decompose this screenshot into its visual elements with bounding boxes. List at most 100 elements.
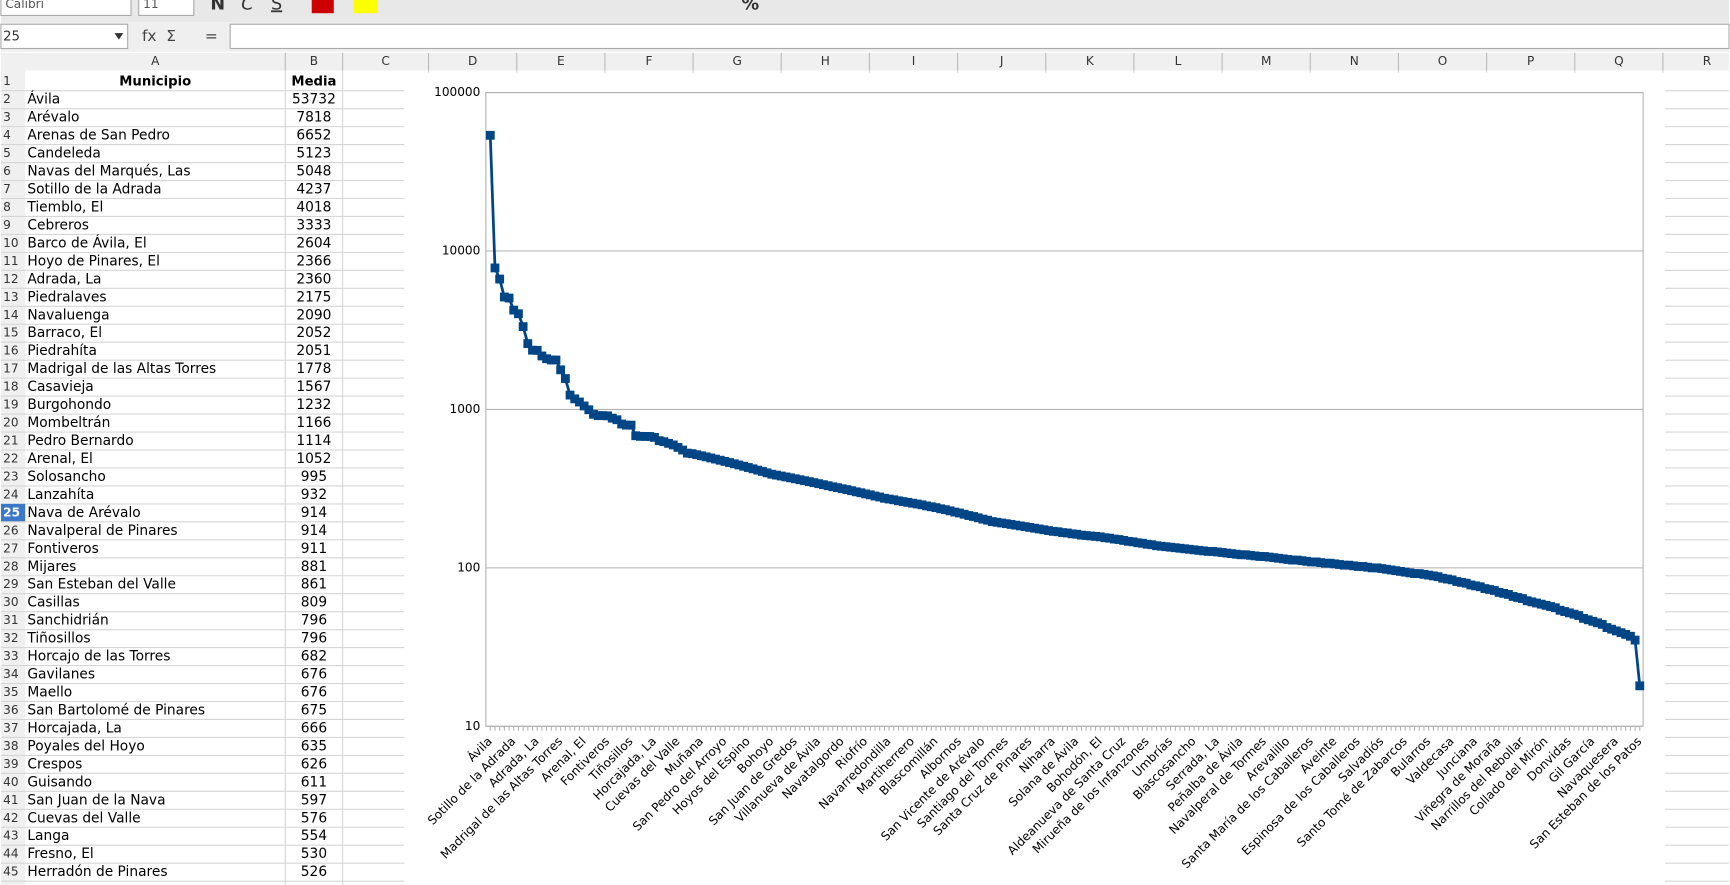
font-color-button[interactable] bbox=[311, 0, 334, 14]
municipio-cell: Casillas bbox=[27, 595, 79, 611]
data-marker bbox=[978, 514, 988, 524]
column-header: R bbox=[1703, 54, 1712, 68]
formula-input[interactable] bbox=[229, 23, 1730, 50]
media-cell: 932 bbox=[301, 487, 327, 503]
data-marker bbox=[687, 449, 697, 459]
row-header: 38 bbox=[3, 739, 18, 753]
data-marker bbox=[851, 487, 861, 497]
data-marker bbox=[1344, 560, 1354, 570]
data-marker bbox=[898, 497, 908, 507]
data-marker bbox=[645, 432, 655, 441]
data-marker bbox=[1062, 528, 1072, 538]
data-marker bbox=[1607, 624, 1617, 634]
data-marker bbox=[1006, 520, 1016, 529]
data-marker bbox=[664, 438, 673, 448]
media-cell: 4018 bbox=[296, 199, 331, 215]
data-marker bbox=[1611, 626, 1621, 636]
font-size-box[interactable] bbox=[138, 0, 195, 16]
highlight-button[interactable] bbox=[353, 0, 378, 14]
data-marker bbox=[1396, 566, 1405, 576]
underline-button[interactable]: S bbox=[271, 0, 282, 14]
data-marker bbox=[762, 468, 772, 478]
italic-button[interactable]: C bbox=[241, 0, 254, 14]
data-marker bbox=[1593, 618, 1602, 628]
data-marker bbox=[1452, 577, 1462, 586]
data-marker bbox=[1217, 548, 1227, 557]
data-marker bbox=[856, 488, 866, 498]
data-marker bbox=[1175, 543, 1185, 553]
municipio-cell: Sotillo de la Adrada bbox=[27, 182, 161, 198]
data-marker bbox=[1208, 547, 1218, 556]
municipio-cell: Madrigal de las Altas Torres bbox=[27, 361, 216, 377]
column-header: F bbox=[646, 54, 653, 68]
percent-button[interactable]: % bbox=[742, 0, 760, 14]
row-header: 25 bbox=[3, 505, 20, 519]
column-header: C bbox=[381, 54, 389, 68]
municipio-cell: Crespos bbox=[27, 756, 82, 772]
row-header: 21 bbox=[3, 434, 18, 448]
data-marker bbox=[1325, 558, 1335, 568]
data-marker bbox=[1377, 564, 1387, 573]
data-marker bbox=[903, 497, 913, 507]
data-marker bbox=[495, 274, 505, 284]
data-marker bbox=[847, 486, 856, 496]
data-marker bbox=[617, 419, 627, 429]
column-header: B bbox=[310, 54, 318, 68]
municipio-cell: Piedralaves bbox=[27, 289, 106, 305]
municipio-cell: Mijares bbox=[27, 559, 76, 575]
municipio-cell: Casavieja bbox=[27, 379, 93, 395]
data-marker bbox=[1133, 538, 1143, 548]
media-cell: 635 bbox=[301, 738, 327, 754]
function-wizard[interactable]: fx bbox=[142, 27, 157, 45]
data-marker bbox=[1330, 559, 1340, 569]
media-cell: 796 bbox=[301, 631, 327, 647]
data-marker bbox=[781, 472, 791, 482]
bold-button[interactable]: N bbox=[210, 0, 225, 14]
column-header: H bbox=[821, 54, 830, 68]
data-marker bbox=[1156, 541, 1166, 551]
table-header: Media bbox=[291, 75, 336, 90]
data-marker bbox=[1184, 544, 1194, 554]
data-marker bbox=[1508, 592, 1518, 601]
media-cell: 6652 bbox=[296, 128, 331, 144]
data-marker bbox=[1550, 603, 1560, 613]
column-header: Q bbox=[1614, 54, 1624, 68]
sum-button[interactable]: Σ bbox=[166, 27, 176, 45]
data-marker bbox=[1353, 562, 1363, 571]
data-marker bbox=[795, 475, 805, 485]
name-box[interactable] bbox=[0, 23, 129, 50]
row-header: 1 bbox=[3, 74, 11, 88]
data-marker bbox=[1489, 586, 1499, 595]
data-marker bbox=[1504, 589, 1513, 599]
data-marker bbox=[1518, 594, 1527, 603]
data-marker bbox=[504, 293, 514, 303]
data-marker bbox=[532, 345, 542, 355]
data-marker bbox=[1428, 571, 1438, 581]
data-marker bbox=[1288, 555, 1297, 565]
row-header: 32 bbox=[3, 631, 18, 645]
data-marker bbox=[729, 459, 739, 469]
data-marker bbox=[1189, 545, 1199, 555]
row-header: 8 bbox=[3, 200, 11, 214]
column-header: A bbox=[151, 54, 160, 68]
row-header: 24 bbox=[3, 487, 19, 501]
data-marker bbox=[1034, 524, 1044, 534]
municipio-cell: Mombeltrán bbox=[27, 415, 110, 431]
media-cell: 1052 bbox=[296, 451, 331, 467]
municipio-cell: Barco de Ávila, El bbox=[27, 233, 146, 251]
font-name-box[interactable] bbox=[0, 0, 132, 16]
row-header: 41 bbox=[3, 793, 18, 807]
data-marker bbox=[715, 455, 725, 465]
dropdown-arrow[interactable] bbox=[114, 33, 124, 40]
municipio-cell: San Bartolomé de Pinares bbox=[27, 702, 205, 718]
data-marker bbox=[955, 508, 964, 518]
data-marker bbox=[1405, 568, 1415, 578]
media-cell: 914 bbox=[301, 505, 327, 521]
data-marker bbox=[1311, 557, 1321, 567]
data-marker bbox=[814, 479, 824, 489]
data-marker bbox=[1044, 526, 1054, 535]
data-marker bbox=[1170, 543, 1180, 553]
data-marker bbox=[1565, 608, 1574, 618]
data-marker bbox=[701, 452, 711, 462]
formula-button[interactable]: = bbox=[205, 27, 218, 45]
